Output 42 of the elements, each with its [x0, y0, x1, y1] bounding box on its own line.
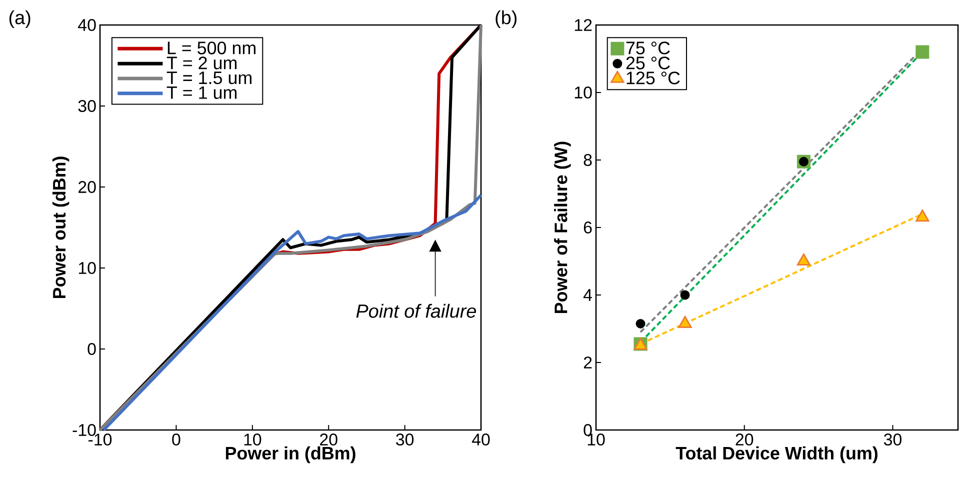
legend-label: T = 1.5 um — [166, 72, 252, 84]
x-tick-label: 20 — [320, 434, 338, 446]
x-tick-label: 30 — [396, 434, 414, 446]
annotation: Point of failure — [356, 304, 476, 318]
y-tick-label: 10 — [574, 86, 592, 98]
y-tick-label: 12 — [574, 19, 592, 31]
x-tick-label: 10 — [244, 434, 262, 446]
y-tick-label: 6 — [584, 222, 592, 234]
point — [796, 254, 811, 266]
legend-label: T = 2 um — [166, 56, 236, 70]
legend-label: 25 °C — [626, 56, 670, 70]
y-tick-label: 4 — [583, 289, 592, 301]
x-tick-label: -10 — [88, 434, 112, 446]
x-tick-label: 30 — [884, 434, 902, 446]
chart-title: (a) — [9, 10, 30, 28]
y-tick-label: -10 — [72, 424, 96, 436]
legend-label: 125 °C — [626, 72, 680, 84]
y-axis-title: Power of Failure (W) — [554, 142, 571, 313]
legend-label: L = 500 nm — [168, 42, 256, 54]
point — [678, 316, 692, 328]
y-tick-label: 2 — [584, 356, 592, 368]
y-tick-label: 20 — [78, 181, 96, 193]
x-tick-label: 0 — [172, 434, 180, 446]
y-axis-title: Power out (dBm) — [52, 156, 70, 298]
point — [680, 290, 690, 300]
line-series — [102, 194, 482, 432]
legend-label: T = 1 um — [166, 86, 236, 99]
x-tick-label: 40 — [472, 434, 490, 446]
chart-title: (b) — [496, 10, 516, 28]
legend-label: 75 °C — [626, 42, 670, 54]
point — [636, 318, 646, 328]
point — [916, 45, 930, 59]
y-tick-label: 8 — [584, 154, 592, 166]
y-tick-label: 30 — [78, 100, 96, 112]
y-tick-label: 0 — [88, 343, 96, 355]
x-tick-label: 20 — [736, 434, 754, 446]
x-axis-title: Power in (dBm) — [226, 446, 356, 464]
point — [916, 210, 930, 222]
y-tick-label: 40 — [78, 19, 96, 31]
y-tick-label: 10 — [78, 262, 96, 274]
x-axis-title: Total Device Width (um) — [676, 446, 878, 464]
y-tick-label: 0 — [584, 424, 592, 436]
